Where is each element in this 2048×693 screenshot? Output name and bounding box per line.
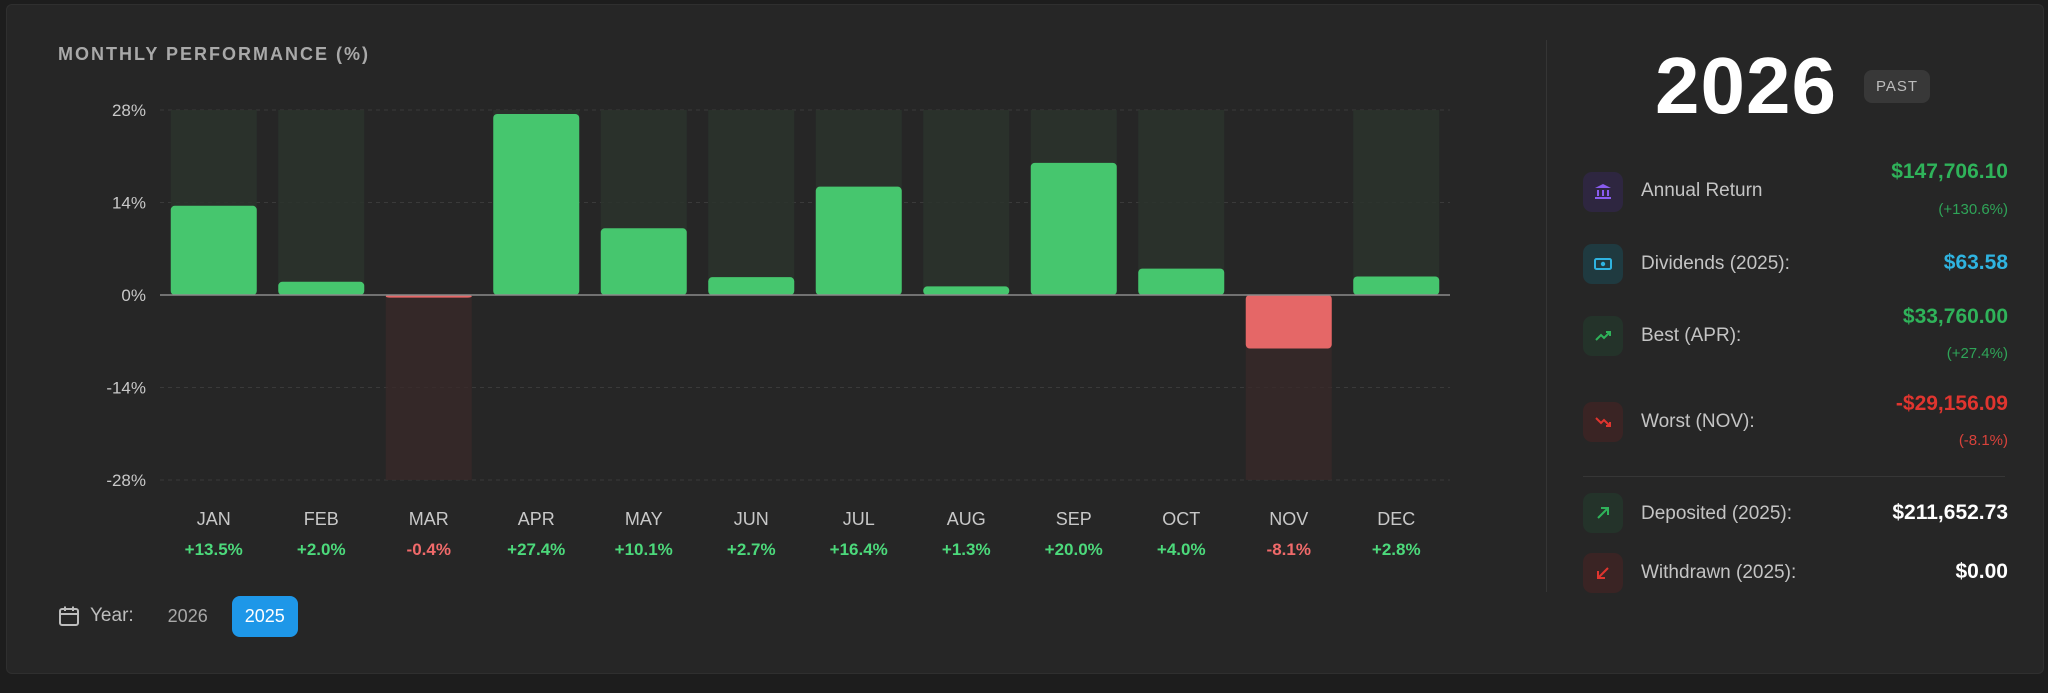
bar-track — [278, 110, 365, 295]
year-selector: Year: 2026 2025 — [58, 595, 310, 637]
x-tick-label: JUL — [843, 509, 875, 529]
withdrawn-value: $0.00 — [1955, 560, 2008, 583]
x-tick-label: JUN — [734, 509, 769, 529]
past-badge: PAST — [1864, 70, 1931, 103]
data-label: +16.4% — [830, 540, 888, 559]
panel-divider — [1546, 40, 1547, 592]
y-tick-label: -14% — [106, 379, 146, 398]
annual-return-label: Annual Return — [1641, 180, 1763, 201]
bar-jan — [170, 205, 257, 295]
data-label: +13.5% — [185, 540, 243, 559]
x-tick-label: OCT — [1162, 509, 1200, 529]
calendar-icon — [59, 606, 79, 626]
x-tick-label: APR — [518, 509, 555, 529]
cash-icon — [1583, 244, 1623, 284]
arrow-down-left-icon — [1583, 553, 1623, 593]
bar-sep — [1030, 162, 1117, 295]
bar-nov — [1245, 295, 1332, 349]
summary-divider — [1583, 476, 2005, 477]
bank-icon — [1583, 172, 1623, 212]
worst-month-percent: (-8.1%) — [1958, 432, 2008, 449]
withdrawn-label: Withdrawn (2025): — [1641, 562, 1797, 583]
annual-return-value: $147,706.10 — [1891, 160, 2008, 183]
bar-track — [385, 295, 472, 480]
deposited-label: Deposited (2025): — [1641, 503, 1793, 524]
year-option-2026[interactable]: 2026 — [156, 597, 220, 636]
x-tick-label: JAN — [197, 509, 231, 529]
data-label: -8.1% — [1267, 540, 1311, 559]
x-tick-label: MAY — [625, 509, 663, 529]
dividends-value: $63.58 — [1943, 251, 2008, 274]
bar-apr — [493, 113, 580, 295]
x-tick-label: AUG — [947, 509, 986, 529]
trend-down-icon — [1583, 402, 1623, 442]
best-month-value: $33,760.00 — [1902, 305, 2008, 328]
data-label: +1.3% — [942, 540, 991, 559]
bar-feb — [278, 281, 365, 295]
bar-track — [923, 110, 1010, 295]
bar-dec — [1353, 276, 1440, 295]
annual-return-percent: (+130.6%) — [1938, 201, 2008, 218]
y-tick-label: 28% — [112, 101, 146, 120]
x-tick-label: FEB — [304, 509, 339, 529]
data-label: +2.8% — [1372, 540, 1421, 559]
bar-may — [600, 228, 687, 295]
data-label: +20.0% — [1045, 540, 1103, 559]
summary-year: 2026 — [1655, 41, 1837, 130]
data-label: +2.0% — [297, 540, 346, 559]
trend-up-icon — [1583, 316, 1623, 356]
bar-track — [1353, 110, 1440, 295]
worst-month-value: -$29,156.09 — [1895, 392, 2008, 415]
x-tick-label: DEC — [1377, 509, 1415, 529]
dividends-label: Dividends (2025): — [1641, 253, 1790, 274]
bar-oct — [1138, 268, 1225, 295]
data-label: +4.0% — [1157, 540, 1206, 559]
data-label: +27.4% — [507, 540, 565, 559]
data-label: -0.4% — [407, 540, 451, 559]
x-tick-label: SEP — [1056, 509, 1092, 529]
y-tick-label: -28% — [106, 471, 146, 490]
bar-track — [1138, 110, 1225, 295]
deposited-value: $211,652.73 — [1892, 501, 2008, 524]
arrow-up-right-icon — [1583, 493, 1623, 533]
year-option-2025[interactable]: 2025 — [231, 595, 298, 637]
monthly-performance-chart: 28% 14% 0% -14% -28% JAN +13.5% FEB +2.0% MAR -0.4… — [106, 101, 1450, 559]
data-label: +2.7% — [727, 540, 776, 559]
chart-title: MONTHLY PERFORMANCE (%) — [58, 44, 371, 64]
bar-track — [708, 110, 795, 295]
year-label: Year: — [90, 605, 134, 626]
worst-month-label: Worst (NOV): — [1641, 411, 1755, 432]
best-month-label: Best (APR): — [1641, 325, 1742, 346]
bar-jul — [815, 186, 902, 295]
x-tick-label: MAR — [409, 509, 449, 529]
bar-jun — [708, 277, 795, 295]
x-tick-label: NOV — [1269, 509, 1308, 529]
data-label: +10.1% — [615, 540, 673, 559]
bar-aug — [923, 286, 1010, 295]
best-month-percent: (+27.4%) — [1946, 345, 2008, 362]
y-tick-label: 14% — [112, 194, 146, 213]
y-tick-label: 0% — [121, 286, 146, 305]
